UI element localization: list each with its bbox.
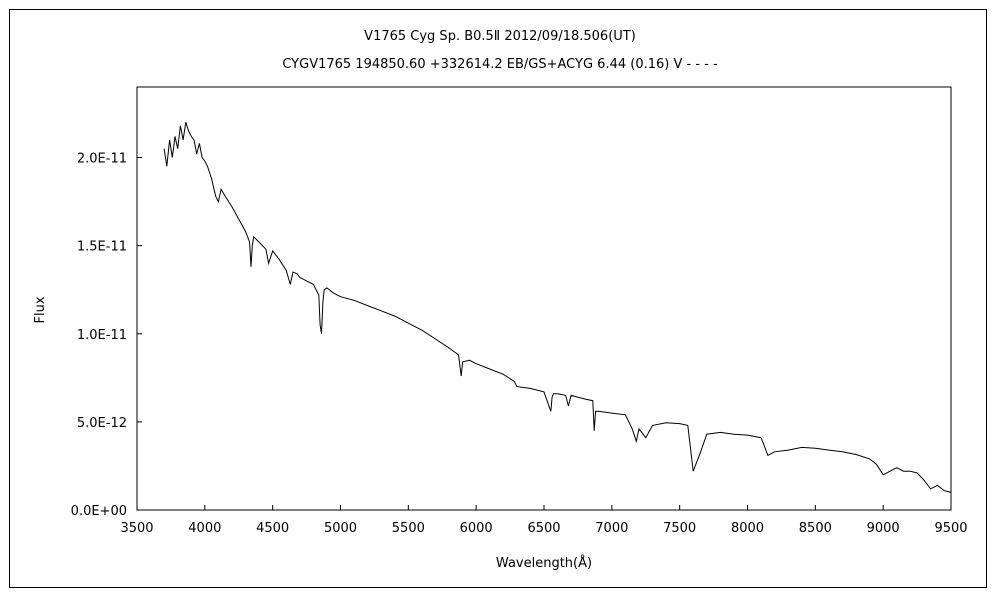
x-tick-label: 7500 xyxy=(663,521,696,536)
y-tick-label: 5.0E-12 xyxy=(77,416,127,431)
y-axis-label: Flux xyxy=(33,296,48,323)
x-tick-label: 9500 xyxy=(934,521,967,536)
x-tick-label: 5000 xyxy=(324,521,357,536)
y-tick-label: 0.0E+00 xyxy=(71,504,127,519)
y-tick-label: 1.0E-11 xyxy=(77,328,127,343)
x-tick-label: 8500 xyxy=(799,521,832,536)
x-tick-label: 9000 xyxy=(867,521,900,536)
x-tick-label: 5500 xyxy=(392,521,425,536)
y-tick-label: 1.5E-11 xyxy=(77,240,127,255)
chart-title: V1765 Cyg Sp. B0.5Ⅱ 2012/09/18.506(UT) xyxy=(364,29,636,44)
x-tick-label: 6000 xyxy=(460,521,493,536)
x-tick-label: 3500 xyxy=(120,521,153,536)
chart-subtitle: CYGV1765 194850.60 +332614.2 EB/GS+ACYG … xyxy=(282,57,718,72)
x-tick-label: 7000 xyxy=(595,521,628,536)
y-tick-label: 2.0E-11 xyxy=(77,152,127,167)
x-axis: 3500 4000 4500 5000 5500 6000 6500 7000 7500 8000… xyxy=(120,505,968,536)
chart-frame xyxy=(9,9,987,588)
plot-area xyxy=(136,86,952,511)
x-tick-label: 8000 xyxy=(731,521,764,536)
x-tick-label: 4000 xyxy=(188,521,221,536)
x-axis-label: Wavelength(Å) xyxy=(496,555,592,571)
spectrum-line xyxy=(163,122,952,493)
x-tick-label: 4500 xyxy=(256,521,289,536)
x-tick-label: 6500 xyxy=(527,521,560,536)
y-axis: 0.0E+00 5.0E-12 1.0E-11 1.5E-11 2.0E-11 xyxy=(71,152,142,519)
